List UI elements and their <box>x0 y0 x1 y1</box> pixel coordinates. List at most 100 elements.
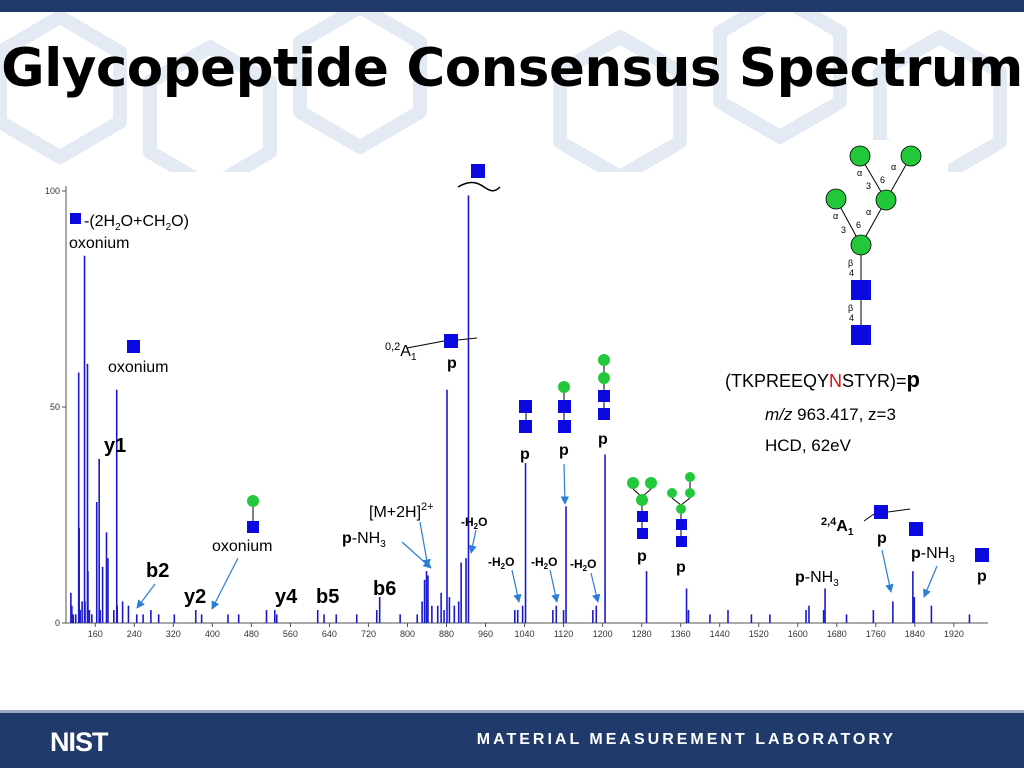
p-label: p <box>676 559 686 576</box>
p-label: p <box>637 548 647 565</box>
x-tick-label: 560 <box>283 629 298 639</box>
y-tick-label: 0 <box>55 618 60 628</box>
y-ticks: 0 50 100 <box>45 186 66 628</box>
annotation-arrow <box>401 541 432 569</box>
hexnac-icon <box>637 528 648 539</box>
annotation-arrow <box>590 572 601 603</box>
linkage-label: α <box>891 162 896 172</box>
axis-break-mark <box>457 181 501 192</box>
y-tick-label: 50 <box>50 402 60 412</box>
hexnac-icon <box>247 521 259 533</box>
glycan-bond <box>671 497 682 506</box>
x-tick-label: 1280 <box>632 629 652 639</box>
glycan-panel <box>818 140 948 380</box>
annotation-arrow <box>560 463 570 505</box>
footer <box>0 713 1024 768</box>
x-tick-label: 1680 <box>827 629 847 639</box>
y2-label: y2 <box>184 586 206 608</box>
hexnac-icon <box>598 390 610 402</box>
x-tick-label: 1440 <box>710 629 730 639</box>
b5-label: b5 <box>316 586 339 608</box>
mannose-icon <box>850 234 872 256</box>
p-nh3-label: p-NH3 <box>795 569 839 589</box>
x-tick-label: 160 <box>88 629 103 639</box>
hexose-icon <box>247 495 259 507</box>
x-tick-label: 1520 <box>749 629 769 639</box>
b6-label: b6 <box>373 578 396 600</box>
glcnac-icon <box>851 325 871 345</box>
linkage-label: α <box>833 211 838 221</box>
hexnac-icon <box>127 340 140 353</box>
annotation-arrow <box>881 549 894 593</box>
footer-divider <box>0 710 1024 713</box>
precursor-ion-label: [M+2H]2+ <box>369 501 434 521</box>
cross-ring-cleavage-mark <box>406 337 478 349</box>
hexnac-icon <box>975 548 989 562</box>
annotation-arrow <box>549 569 560 603</box>
glycan-bond <box>680 497 691 506</box>
hexose-icon <box>676 504 686 514</box>
background-hex-pattern <box>0 12 1007 194</box>
hexose-icon <box>667 488 677 498</box>
x-ticks: 160 240 320 400 480 560 640 720 800 880 960 1040 112… <box>88 623 964 639</box>
hexnac-icon <box>519 420 532 433</box>
hexnac-icon <box>637 511 648 522</box>
x-tick-label: 640 <box>322 629 337 639</box>
svg-text:NIST: NIST <box>50 729 109 755</box>
x-tick-label: 1200 <box>593 629 613 639</box>
b2-label: b2 <box>146 560 169 582</box>
hexnac-icon <box>444 334 458 348</box>
mannose-icon <box>849 145 871 167</box>
x-tick-label: 1600 <box>788 629 808 639</box>
linkage-label: 4 <box>849 268 854 278</box>
linkage-label: 3 <box>866 181 871 191</box>
linkage-label: α <box>866 207 871 217</box>
annotation-arrow <box>211 557 239 610</box>
cross-ring-label: 2,4A1 <box>821 516 854 538</box>
h2o-loss-label: -H2O <box>570 557 596 573</box>
linkage-label: β <box>848 303 853 313</box>
x-tick-label: 320 <box>166 629 181 639</box>
p-label: p <box>877 530 887 547</box>
linkage-label: 4 <box>849 313 854 323</box>
mannose-icon <box>825 188 847 210</box>
precursor-sequence: (TKPREEQYNSTYR)=p <box>725 367 920 392</box>
annotation-arrow <box>468 529 477 554</box>
spectrum-chart: 0 50 100 160 240 320 400 480 560 640 720 800 880 960… <box>45 145 989 639</box>
linkage-label: β <box>848 258 853 268</box>
hexnac-icon <box>70 213 81 224</box>
hexose-icon <box>685 472 695 482</box>
annotation-arrow <box>419 521 431 568</box>
oxonium-label: oxonium <box>69 235 129 252</box>
y4-label: y4 <box>275 586 298 608</box>
cross-ring-label: 0,2A1 <box>385 341 417 363</box>
p-label: p <box>977 568 987 585</box>
hexnac-icon <box>519 400 532 413</box>
h2o-loss-label: -H2O <box>461 515 487 531</box>
linkage-label: 6 <box>856 220 861 230</box>
annotation-arrow <box>511 569 522 603</box>
p-label: p <box>598 431 608 448</box>
top-bar <box>0 0 1024 12</box>
x-tick-label: 1040 <box>515 629 535 639</box>
h2o-loss-label: -H2O <box>488 555 514 571</box>
mannose-icon <box>875 189 897 211</box>
hexnac-icon <box>676 536 687 547</box>
precursor-mz: m/z 963.417, z=3 <box>765 405 896 424</box>
x-tick-label: 1920 <box>944 629 964 639</box>
x-tick-label: 800 <box>400 629 415 639</box>
hexose-icon <box>627 477 639 489</box>
hexnac-icon <box>558 420 571 433</box>
hexnac-icon <box>558 400 571 413</box>
lab-name: MATERIAL MEASUREMENT LABORATORY <box>476 731 896 748</box>
p-nh3-label: p-NH3 <box>911 545 955 565</box>
p-nh3-label: p-NH3 <box>342 530 386 550</box>
oxonium-label: oxonium <box>108 359 168 376</box>
x-tick-label: 400 <box>205 629 220 639</box>
x-tick-label: 1840 <box>905 629 925 639</box>
glcnac-icon <box>851 280 871 300</box>
x-tick-label: 240 <box>127 629 142 639</box>
hexose-icon <box>636 494 648 506</box>
precursor-method: HCD, 62eV <box>765 436 852 455</box>
p-label: p <box>520 446 530 463</box>
